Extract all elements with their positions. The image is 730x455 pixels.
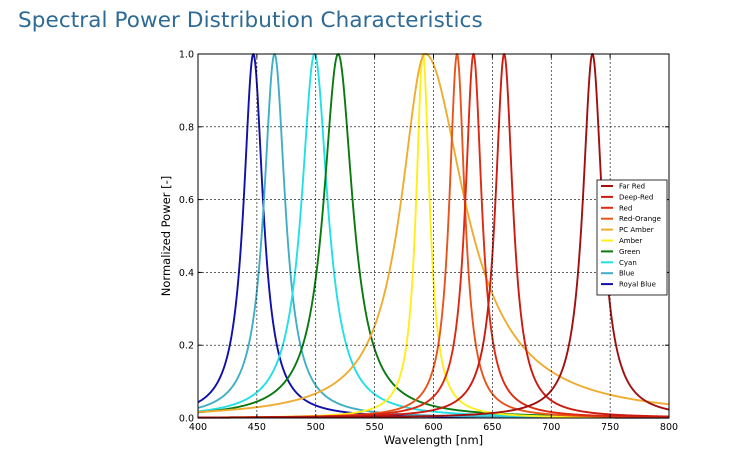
x-tick-label: 450 <box>248 422 266 433</box>
legend-label: Blue <box>619 270 635 278</box>
legend-label: Far Red <box>619 183 645 191</box>
legend-label: Cyan <box>619 259 637 267</box>
x-tick-label: 750 <box>601 422 619 433</box>
ticks-layer: 400 450 500 550 600 650 700 750 800 0.0 0.2 0.4 0.6 0… <box>179 50 678 434</box>
legend-label: Green <box>619 248 640 256</box>
y-tick-label: 0.8 <box>179 122 194 133</box>
y-tick-label: 0.4 <box>179 268 194 279</box>
legend-label: Royal Blue <box>619 281 656 289</box>
x-tick-label: 550 <box>366 422 384 433</box>
legend-label: Deep-Red <box>619 193 653 201</box>
x-tick-label: 650 <box>483 422 501 433</box>
y-tick-label: 0.6 <box>179 195 194 206</box>
y-tick-label: 0.2 <box>179 341 194 352</box>
y-axis-label: Normalized Power [-] <box>159 176 173 296</box>
x-tick-label: 500 <box>307 422 325 433</box>
x-tick-label: 600 <box>424 422 442 433</box>
x-tick-label: 800 <box>660 422 678 433</box>
series-line-pc-amber <box>197 53 670 413</box>
legend-box <box>596 179 668 296</box>
legend-label: Red <box>619 204 632 212</box>
x-axis-label: Wavelength [nm] <box>384 433 483 447</box>
legend: Far Red Deep-Red Red Red-Orange PC Amber Ambe… <box>596 179 668 296</box>
legend-label: Amber <box>619 237 642 245</box>
x-tick-label: 700 <box>542 422 560 433</box>
x-tick-label: 400 <box>189 422 207 433</box>
y-tick-label: 0.0 <box>179 414 194 425</box>
legend-label: Red-Orange <box>619 215 661 223</box>
legend-label: PC Amber <box>619 226 654 234</box>
y-tick-label: 1.0 <box>179 50 194 61</box>
page-title: Spectral Power Distribution Characterist… <box>18 8 483 33</box>
